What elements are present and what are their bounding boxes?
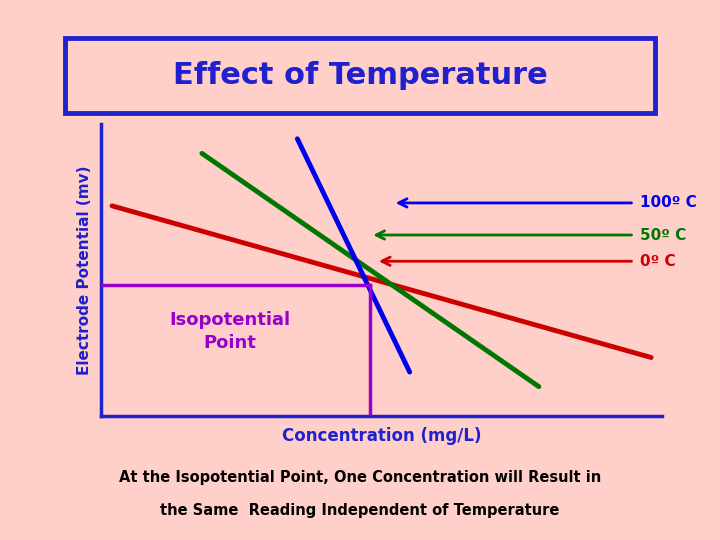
- Text: the Same  Reading Independent of Temperature: the Same Reading Independent of Temperat…: [161, 503, 559, 518]
- X-axis label: Concentration (mg/L): Concentration (mg/L): [282, 427, 482, 445]
- Text: 50º C: 50º C: [640, 227, 686, 242]
- Text: 100º C: 100º C: [640, 195, 697, 211]
- FancyBboxPatch shape: [65, 38, 655, 113]
- Y-axis label: Electrode Potential (mv): Electrode Potential (mv): [78, 165, 92, 375]
- Text: Isopotential: Isopotential: [169, 310, 291, 328]
- Text: Effect of Temperature: Effect of Temperature: [173, 61, 547, 90]
- Text: At the Isopotential Point, One Concentration will Result in: At the Isopotential Point, One Concentra…: [119, 470, 601, 485]
- Text: 0º C: 0º C: [640, 254, 675, 269]
- Text: Point: Point: [204, 334, 256, 352]
